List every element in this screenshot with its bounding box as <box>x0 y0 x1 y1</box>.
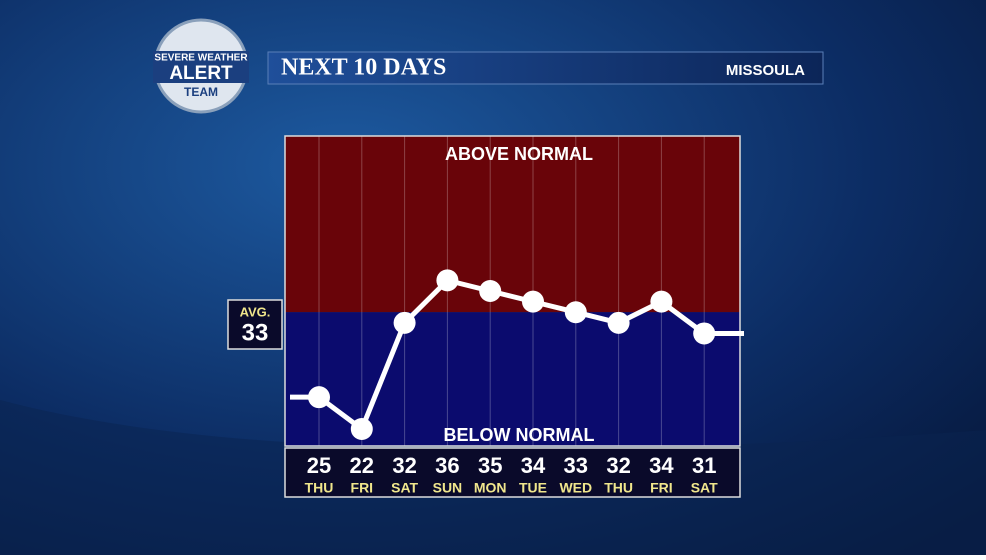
data-point <box>693 322 716 345</box>
value-label: 34 <box>521 453 546 478</box>
x-tick-label: WED <box>559 480 592 496</box>
data-point <box>393 311 416 334</box>
title: NEXT 10 DAYS <box>281 55 446 81</box>
value-label: 25 <box>307 453 331 478</box>
plot: ABOVE NORMAL BELOW NORMAL <box>284 135 741 447</box>
above-normal-region <box>285 136 740 313</box>
avg-value: 33 <box>242 319 269 346</box>
value-label: 36 <box>435 453 459 478</box>
below-label: BELOW NORMAL <box>444 425 595 445</box>
data-point <box>479 280 502 302</box>
data-point <box>607 311 630 334</box>
value-label: 32 <box>392 453 416 478</box>
value-label: 31 <box>692 453 716 478</box>
x-tick-label: SAT <box>691 480 718 496</box>
day-table <box>284 447 741 498</box>
data-point <box>308 386 330 409</box>
data-point <box>350 418 373 441</box>
logo-text: SEVERE WEATHER <box>154 53 248 64</box>
location: MISSOULA <box>726 62 805 79</box>
logo-text: TEAM <box>184 85 218 99</box>
x-tick-label: SUN <box>433 480 463 496</box>
avg-box <box>227 299 283 350</box>
avg-label: AVG. <box>240 304 271 319</box>
data-point <box>650 290 673 313</box>
logo-band <box>153 51 249 83</box>
data-point <box>522 290 544 313</box>
x-tick-label: THU <box>305 480 334 496</box>
x-tick-label: FRI <box>650 480 673 496</box>
data-point <box>564 301 587 324</box>
value-label: 22 <box>350 453 374 478</box>
above-label: ABOVE NORMAL <box>445 144 593 164</box>
title-bar <box>267 51 824 85</box>
data-point <box>436 269 459 292</box>
x-tick-label: SAT <box>391 480 418 496</box>
x-tick-label: TUE <box>519 480 547 496</box>
x-tick-label: THU <box>604 480 633 496</box>
x-tick-label: MON <box>474 480 507 496</box>
temperature-line <box>317 277 706 432</box>
plot-frame <box>284 135 741 447</box>
logo-text: ALERT <box>169 63 233 84</box>
x-tick-label: FRI <box>351 480 374 496</box>
value-label: 35 <box>478 453 502 478</box>
value-label: 33 <box>564 453 588 478</box>
value-label: 34 <box>649 453 674 478</box>
value-label: 32 <box>606 453 630 478</box>
